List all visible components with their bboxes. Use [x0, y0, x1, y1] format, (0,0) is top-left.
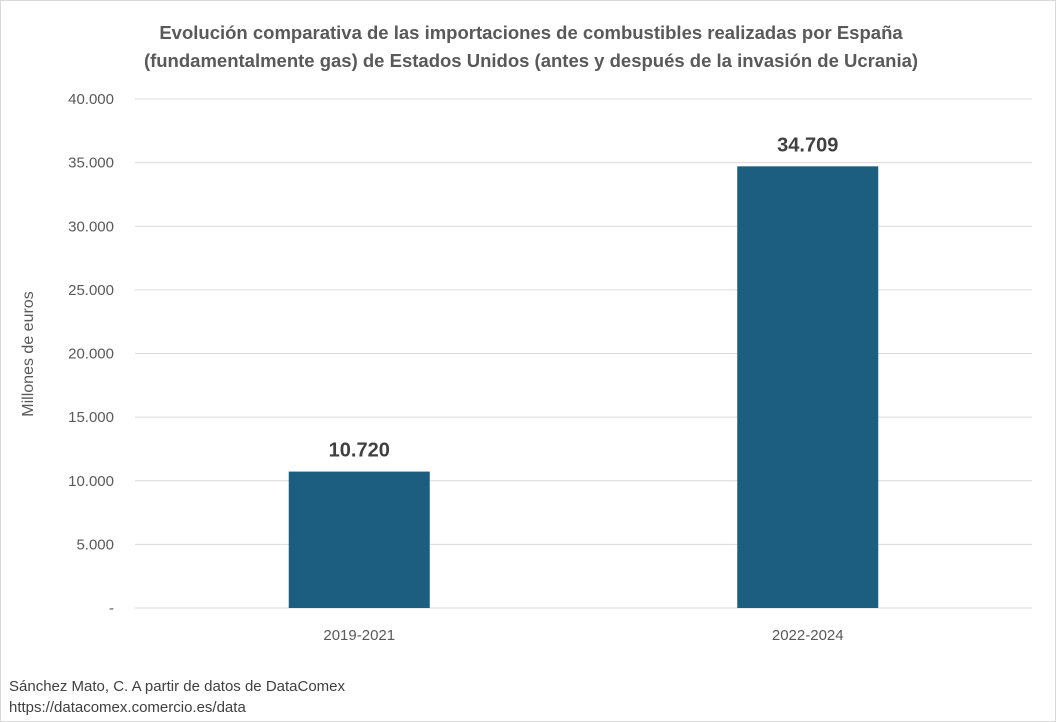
- chart-title-line-2: (fundamentalmente gas) de Estados Unidos…: [143, 50, 919, 71]
- source-author: Sánchez Mato, C. A partir de datos de Da…: [9, 678, 346, 695]
- source-note: Sánchez Mato, C. A partir de datos de Da…: [9, 676, 345, 718]
- y-tick-label: 25.000: [68, 282, 114, 299]
- source-url: https://datacomex.comercio.es/data: [9, 699, 246, 716]
- x-axis-ticks: 2019-2021 2022-2024: [323, 627, 843, 644]
- y-axis-title: Millones de euros: [20, 291, 37, 416]
- data-label: 10.720: [329, 440, 390, 462]
- y-tick-label: 30.000: [68, 218, 114, 235]
- y-tick-label: -: [109, 600, 114, 617]
- bar: [737, 166, 879, 608]
- gridlines: [135, 98, 1032, 609]
- y-tick-label: 5.000: [76, 536, 114, 553]
- data-label: 34.709: [777, 134, 838, 156]
- x-tick-label: 2019-2021: [323, 627, 395, 644]
- x-tick-label: 2022-2024: [772, 627, 844, 644]
- bar-chart: - 5.000 10.000 15.000 20.000 25.000 30.000 35.0…: [20, 91, 1032, 644]
- chart-title: Evolución comparativa de las importacion…: [61, 19, 1001, 75]
- y-tick-label: 10.000: [68, 473, 114, 490]
- chart-title-line-1: Evolución comparativa de las importacion…: [159, 22, 903, 43]
- y-tick-label: 20.000: [68, 346, 114, 363]
- y-tick-label: 35.000: [68, 155, 114, 172]
- data-labels: 10.720 34.709: [329, 134, 839, 461]
- y-tick-label: 40.000: [68, 91, 114, 108]
- bar: [288, 471, 430, 608]
- y-tick-label: 15.000: [68, 409, 114, 426]
- y-axis-ticks: - 5.000 10.000 15.000 20.000 25.000 30.000 35.0…: [68, 91, 114, 617]
- bars: [288, 166, 879, 608]
